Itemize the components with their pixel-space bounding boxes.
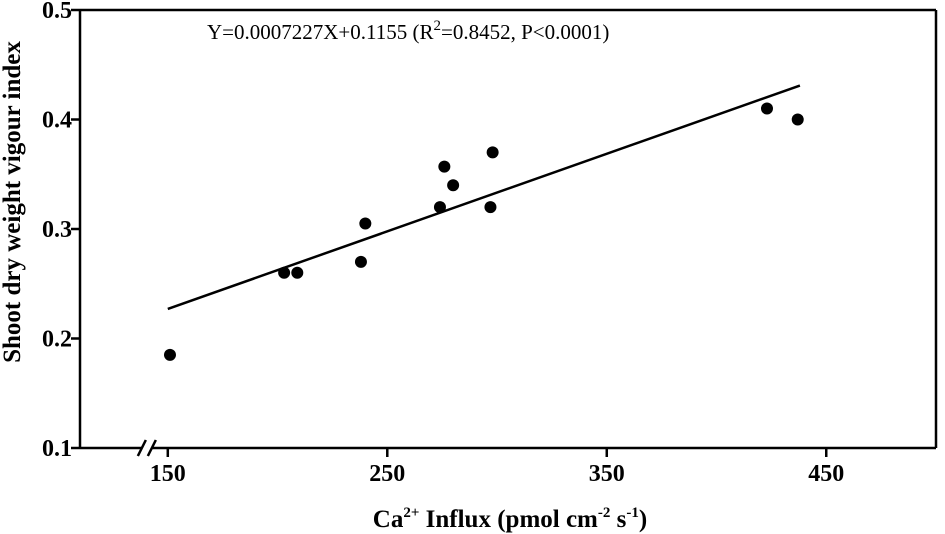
x-tick-label: 150: [150, 461, 186, 487]
regression-line-group: [167, 84, 801, 311]
ticks: 150 250 350 450 0.1 0.2 0.3 0.4 0.5: [42, 0, 844, 487]
data-point: [433, 201, 446, 214]
data-point: [760, 102, 773, 115]
y-tick-label: 0.5: [42, 0, 72, 24]
y-tick-label: 0.3: [42, 217, 72, 243]
y-tick-label: 0.1: [42, 436, 72, 462]
y-tick-label: 0.4: [42, 108, 72, 134]
data-point: [438, 160, 451, 173]
data-point: [447, 179, 460, 192]
axis-break-mark-1: [136, 439, 147, 457]
data-point: [163, 348, 176, 361]
data-point: [359, 217, 372, 230]
x-tick-label: 350: [589, 461, 625, 487]
regression-equation: Y=0.0007227X+0.1155 (R2=0.8452, P<0.0001…: [207, 18, 609, 44]
data-point: [486, 146, 499, 159]
axis-break-mark-2: [146, 439, 157, 457]
data-point: [484, 201, 497, 214]
data-point: [291, 266, 304, 279]
data-point: [354, 255, 367, 268]
regression-line: [167, 84, 801, 311]
y-axis-label: Shoot dry weight vigour index: [0, 41, 26, 363]
x-tick-label: 250: [369, 461, 405, 487]
x-axis-label: Ca2+ Influx (pmol cm-2 s-1): [373, 505, 647, 533]
data-point: [278, 266, 291, 279]
data-point: [791, 113, 804, 126]
x-tick-label: 450: [808, 461, 844, 487]
axes: [78, 8, 938, 457]
data-points: [163, 102, 804, 361]
y-tick-label: 0.2: [42, 327, 72, 353]
